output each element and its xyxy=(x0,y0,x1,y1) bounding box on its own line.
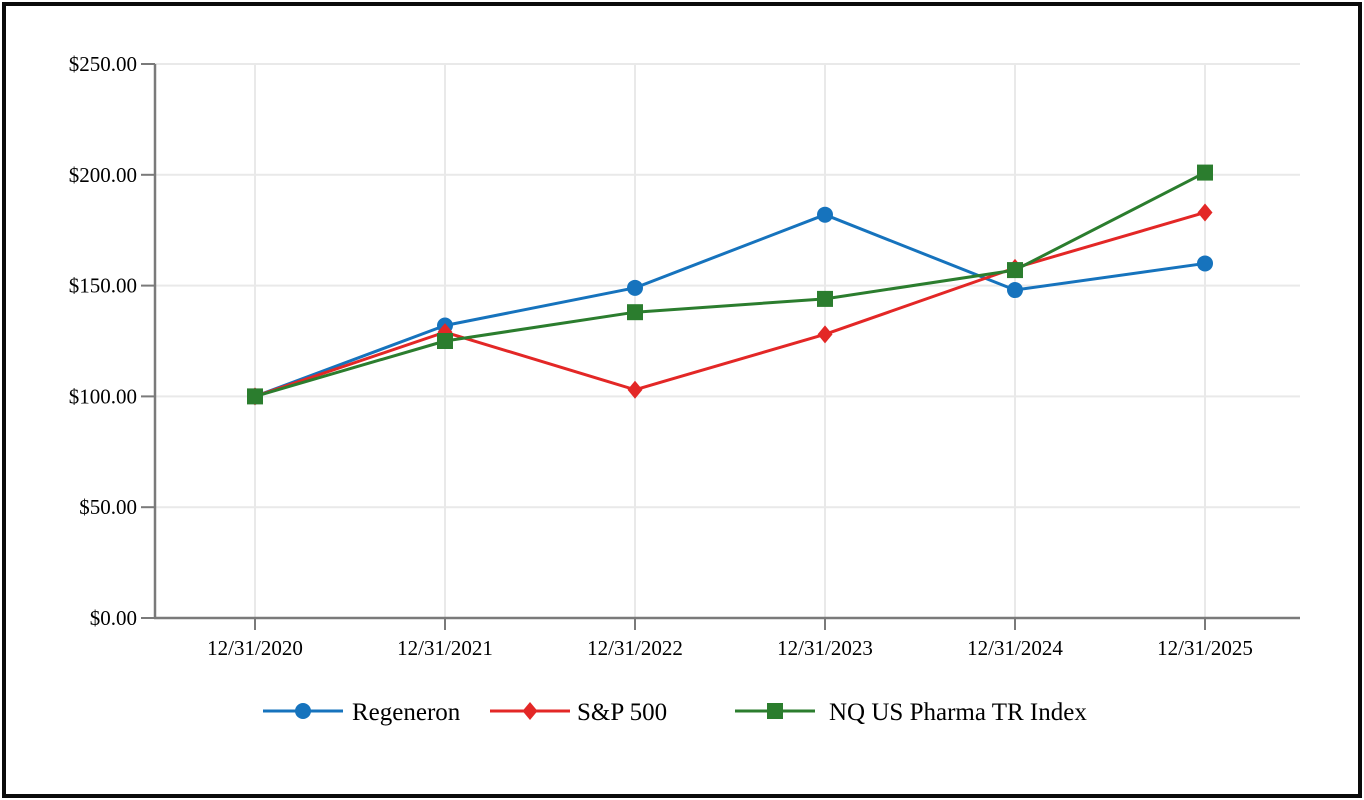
square-marker xyxy=(627,304,643,321)
diamond-marker xyxy=(1197,203,1213,222)
x-axis-tick-label: 12/31/2020 xyxy=(207,636,303,660)
series-line-regeneron xyxy=(254,213,1206,398)
square-marker xyxy=(1197,164,1213,181)
circle-marker xyxy=(1197,255,1213,272)
square-marker xyxy=(437,333,453,349)
legend-label: NQ US Pharma TR Index xyxy=(829,699,1087,726)
x-axis-tick-label: 12/31/2025 xyxy=(1157,636,1253,660)
legend-item-s-p-500: S&P 500 xyxy=(490,699,667,726)
x-axis-tick-label: 12/31/2022 xyxy=(587,636,683,660)
y-axis-tick-label: $150.00 xyxy=(69,274,137,298)
circle-marker xyxy=(1007,282,1023,299)
y-axis-tick-label: $250.00 xyxy=(69,52,137,76)
circle-marker xyxy=(817,206,833,223)
square-marker xyxy=(1007,262,1023,279)
diamond-marker xyxy=(627,380,643,399)
x-axis-tick-label: 12/31/2024 xyxy=(967,636,1063,660)
series-markers-nq-us-pharma-tr-index xyxy=(247,164,1213,405)
legend-diamond-icon xyxy=(522,702,538,720)
legend-label: Regeneron xyxy=(352,699,461,726)
square-marker xyxy=(817,290,833,307)
y-axis-tick-label: $50.00 xyxy=(79,495,137,519)
square-marker xyxy=(247,388,263,405)
legend-label: S&P 500 xyxy=(577,699,667,726)
series-line-nq-us-pharma-tr-index xyxy=(254,171,1206,398)
x-axis-tick-label: 12/31/2023 xyxy=(777,636,873,660)
series-line-s-p-500 xyxy=(254,211,1206,398)
legend-square-icon xyxy=(767,703,783,719)
y-axis-tick-label: $0.00 xyxy=(90,606,137,630)
y-axis-tick-label: $100.00 xyxy=(69,384,137,408)
legend-item-regeneron: Regeneron xyxy=(263,699,461,726)
diamond-marker xyxy=(817,325,833,344)
circle-marker xyxy=(627,279,643,296)
y-axis-tick-label: $200.00 xyxy=(69,163,137,187)
legend-circle-icon xyxy=(295,703,311,719)
legend-item-nq-us-pharma-tr-index: NQ US Pharma TR Index xyxy=(735,699,1087,726)
x-axis-tick-label: 12/31/2021 xyxy=(397,636,493,660)
